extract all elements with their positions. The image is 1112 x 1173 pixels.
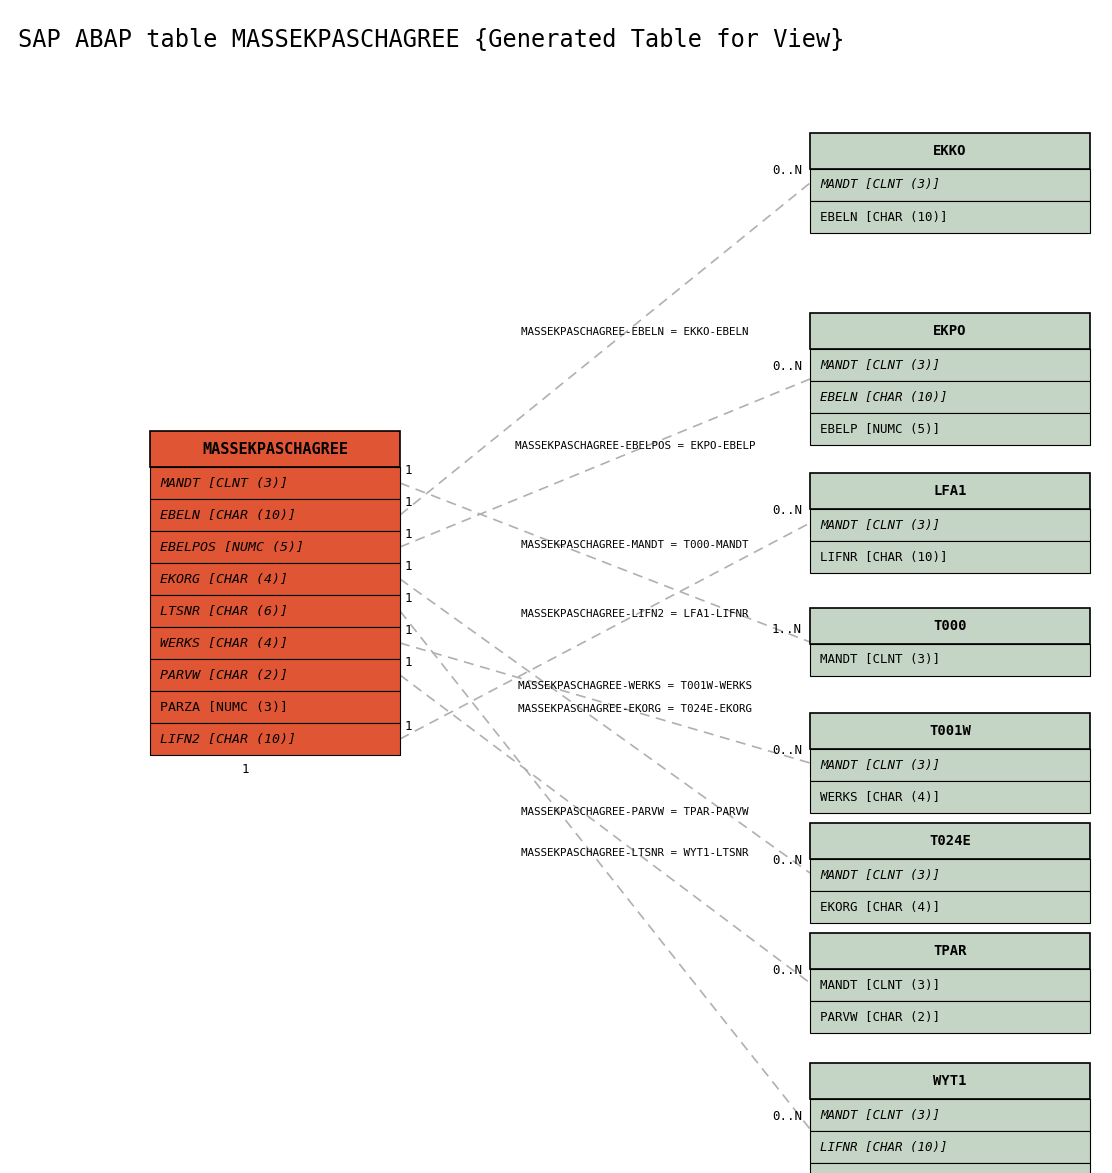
Bar [810, 1131, 1090, 1162]
Bar [150, 430, 400, 467]
Text: EBELN [CHAR (10)]: EBELN [CHAR (10)] [820, 391, 947, 404]
Text: WYT1: WYT1 [933, 1074, 966, 1089]
Bar [810, 473, 1090, 509]
Text: MANDT [CLNT (3)]: MANDT [CLNT (3)] [820, 978, 940, 991]
Bar [150, 563, 400, 595]
Bar [810, 509, 1090, 541]
Text: MANDT [CLNT (3)]: MANDT [CLNT (3)] [160, 476, 288, 489]
Text: 1: 1 [405, 720, 413, 733]
Text: MANDT [CLNT (3)]: MANDT [CLNT (3)] [820, 518, 940, 531]
Bar [810, 1063, 1090, 1099]
Text: EBELP [NUMC (5)]: EBELP [NUMC (5)] [820, 422, 940, 435]
Bar [810, 750, 1090, 781]
Bar [810, 823, 1090, 859]
Text: MANDT [CLNT (3)]: MANDT [CLNT (3)] [820, 1108, 940, 1121]
Text: MANDT [CLNT (3)]: MANDT [CLNT (3)] [820, 759, 940, 772]
Text: 1: 1 [405, 624, 413, 637]
Text: MANDT [CLNT (3)]: MANDT [CLNT (3)] [820, 868, 940, 881]
Text: MASSEKPASCHAGREE-LTSNR = WYT1-LTSNR: MASSEKPASCHAGREE-LTSNR = WYT1-LTSNR [522, 848, 748, 857]
Bar [810, 1099, 1090, 1131]
Text: 0..N: 0..N [772, 164, 802, 177]
Text: MANDT [CLNT (3)]: MANDT [CLNT (3)] [820, 178, 940, 191]
Text: EBELN [CHAR (10)]: EBELN [CHAR (10)] [820, 210, 947, 224]
Bar [150, 691, 400, 723]
Bar [810, 169, 1090, 201]
Bar [810, 350, 1090, 381]
Text: SAP ABAP table MASSEKPASCHAGREE {Generated Table for View}: SAP ABAP table MASSEKPASCHAGREE {Generat… [18, 28, 844, 52]
Bar [810, 541, 1090, 572]
Text: T024E: T024E [929, 834, 971, 848]
Text: 1..N: 1..N [772, 623, 802, 636]
Text: MANDT [CLNT (3)]: MANDT [CLNT (3)] [820, 359, 940, 372]
Bar [810, 1001, 1090, 1033]
Text: 0..N: 0..N [772, 854, 802, 867]
Text: MASSEKPASCHAGREE-WERKS = T001W-WERKS: MASSEKPASCHAGREE-WERKS = T001W-WERKS [518, 682, 752, 691]
Text: T001W: T001W [929, 724, 971, 738]
Bar [150, 499, 400, 531]
Bar [810, 313, 1090, 350]
Text: 0..N: 0..N [772, 1110, 802, 1123]
Bar [150, 467, 400, 499]
Text: EKKO: EKKO [933, 144, 966, 158]
Text: LIFNR [CHAR (10)]: LIFNR [CHAR (10)] [820, 1140, 947, 1153]
Bar [810, 201, 1090, 233]
Bar [810, 413, 1090, 445]
Bar [810, 133, 1090, 169]
Bar [810, 859, 1090, 891]
Bar [150, 531, 400, 563]
Text: PARVW [CHAR (2)]: PARVW [CHAR (2)] [820, 1010, 940, 1024]
Text: MASSEKPASCHAGREE-EKORG = T024E-EKORG: MASSEKPASCHAGREE-EKORG = T024E-EKORG [518, 704, 752, 714]
Text: 1: 1 [405, 496, 413, 509]
Text: LTSNR [CHAR (6)]: LTSNR [CHAR (6)] [160, 604, 288, 617]
Text: MASSEKPASCHAGREE-EBELN = EKKO-EBELN: MASSEKPASCHAGREE-EBELN = EKKO-EBELN [522, 327, 748, 337]
Text: 1: 1 [405, 465, 413, 477]
Text: 1: 1 [405, 656, 413, 669]
Text: MASSEKPASCHAGREE-LIFN2 = LFA1-LIFNR: MASSEKPASCHAGREE-LIFN2 = LFA1-LIFNR [522, 609, 748, 619]
Bar [810, 781, 1090, 813]
Text: EBELPOS [NUMC (5)]: EBELPOS [NUMC (5)] [160, 541, 304, 554]
Text: EKORG [CHAR (4)]: EKORG [CHAR (4)] [160, 572, 288, 585]
Bar [810, 891, 1090, 923]
Bar [810, 713, 1090, 750]
Text: 1: 1 [405, 560, 413, 572]
Text: 0..N: 0..N [772, 504, 802, 517]
Text: 1: 1 [405, 528, 413, 541]
Text: EKORG [CHAR (4)]: EKORG [CHAR (4)] [820, 901, 940, 914]
Text: LIFNR [CHAR (10)]: LIFNR [CHAR (10)] [820, 550, 947, 563]
Text: MASSEKPASCHAGREE-MANDT = T000-MANDT: MASSEKPASCHAGREE-MANDT = T000-MANDT [522, 541, 748, 550]
Bar [810, 608, 1090, 644]
Bar [810, 969, 1090, 1001]
Text: EBELN [CHAR (10)]: EBELN [CHAR (10)] [160, 509, 296, 522]
Bar [150, 628, 400, 659]
Bar [810, 1162, 1090, 1173]
Text: MASSEKPASCHAGREE: MASSEKPASCHAGREE [202, 441, 348, 456]
Text: 0..N: 0..N [772, 964, 802, 977]
Text: EKPO: EKPO [933, 324, 966, 338]
Text: T000: T000 [933, 619, 966, 633]
Bar [150, 723, 400, 755]
Text: 1: 1 [241, 762, 249, 777]
Text: WERKS [CHAR (4)]: WERKS [CHAR (4)] [160, 637, 288, 650]
Text: TPAR: TPAR [933, 944, 966, 958]
Text: MASSEKPASCHAGREE-EBELPOS = EKPO-EBELP: MASSEKPASCHAGREE-EBELPOS = EKPO-EBELP [515, 441, 755, 450]
Bar [810, 381, 1090, 413]
Bar [150, 659, 400, 691]
Text: 0..N: 0..N [772, 744, 802, 757]
Text: PARZA [NUMC (3)]: PARZA [NUMC (3)] [160, 700, 288, 713]
Text: LFA1: LFA1 [933, 484, 966, 499]
Text: MASSEKPASCHAGREE-PARVW = TPAR-PARVW: MASSEKPASCHAGREE-PARVW = TPAR-PARVW [522, 807, 748, 818]
Text: 0..N: 0..N [772, 360, 802, 373]
Text: PARVW [CHAR (2)]: PARVW [CHAR (2)] [160, 669, 288, 682]
Text: 1: 1 [405, 592, 413, 605]
Text: MANDT [CLNT (3)]: MANDT [CLNT (3)] [820, 653, 940, 666]
Text: WERKS [CHAR (4)]: WERKS [CHAR (4)] [820, 791, 940, 804]
Bar [810, 644, 1090, 676]
Text: LIFN2 [CHAR (10)]: LIFN2 [CHAR (10)] [160, 732, 296, 746]
Bar [150, 595, 400, 628]
Bar [810, 933, 1090, 969]
